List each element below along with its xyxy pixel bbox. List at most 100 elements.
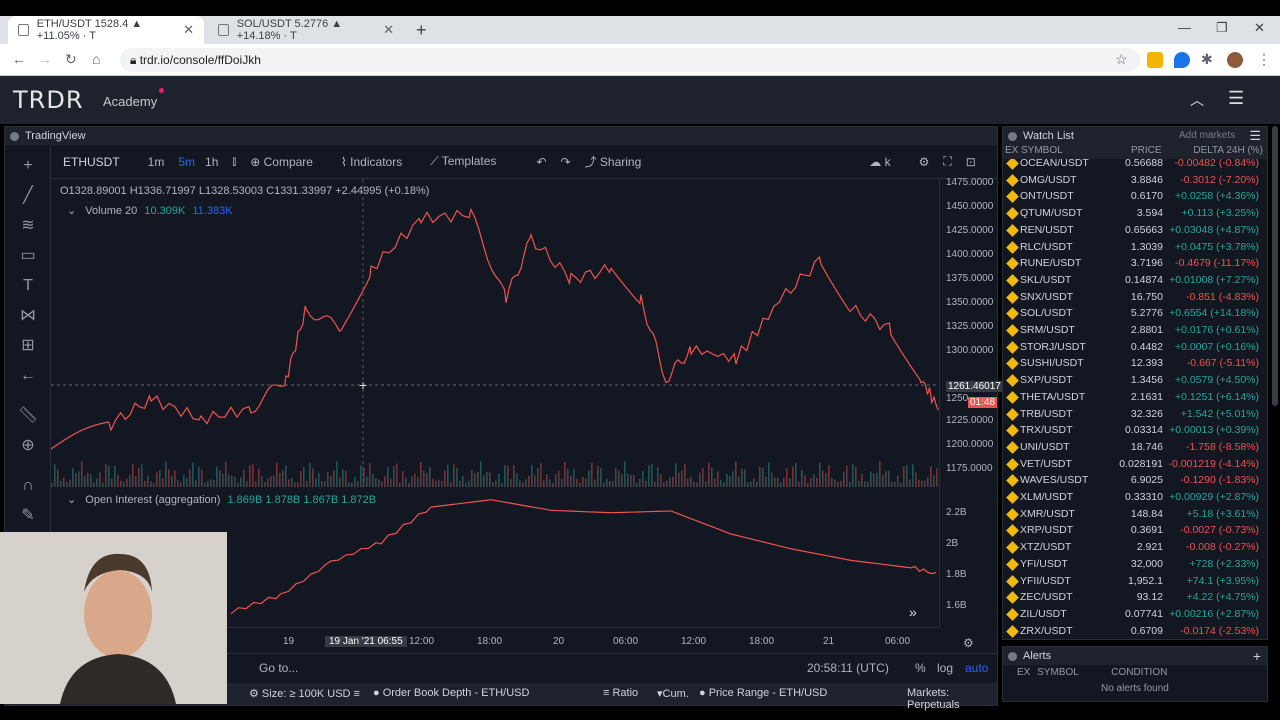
watchlist-scrollbar[interactable] xyxy=(1272,126,1278,406)
browser-tab-sol[interactable]: SOL/USDT 5.2776 ▲ +14.18% · T ✕ xyxy=(208,16,404,44)
auto-toggle[interactable]: auto xyxy=(965,661,989,675)
interval-1h[interactable]: 1h xyxy=(205,154,219,169)
hamburger-menu-icon[interactable]: ☰ xyxy=(1228,88,1245,108)
oi-chart[interactable]: » xyxy=(51,487,939,627)
cum-toggle[interactable]: ▾Cum. xyxy=(657,688,689,700)
new-tab-icon[interactable]: + xyxy=(416,20,427,40)
close-icon[interactable]: ✕ xyxy=(183,22,194,37)
table-row[interactable]: YFI/USDT 32,000 +728 (+2.33%) xyxy=(1003,556,1267,573)
bookmark-star-icon[interactable]: ☆ xyxy=(1115,51,1128,67)
maximize-icon[interactable]: ❐ xyxy=(1216,20,1228,35)
ratio-toggle[interactable]: ≡ Ratio xyxy=(603,687,639,699)
close-icon[interactable]: ✕ xyxy=(383,22,394,37)
lock-draw-icon[interactable]: ✎ xyxy=(21,507,35,524)
table-row[interactable]: XLM/USDT 0.33310 +0.00929 (+2.87%) xyxy=(1003,489,1267,506)
table-row[interactable]: ZEC/USDT 93.12 +4.22 (+4.75%) xyxy=(1003,589,1267,606)
indicators-button[interactable]: ⌇ Indicators xyxy=(340,154,403,169)
table-row[interactable]: SUSHI/USDT 12.393 -0.667 (-5.11%) xyxy=(1003,355,1267,372)
url-field[interactable]: 🔒︎ trdr.io/console/ffDoiJkh xyxy=(120,48,1140,72)
add-markets-input[interactable]: Add markets xyxy=(1179,130,1236,141)
measure-icon[interactable]: ⊞ xyxy=(21,337,35,354)
academy-link[interactable]: Academy xyxy=(103,94,158,109)
reload-icon[interactable]: ↻ xyxy=(65,51,77,67)
bar-style-icon[interactable]: ⫾ xyxy=(232,154,237,168)
collapse-chevron-icon[interactable]: ⌄ xyxy=(67,205,77,217)
percent-toggle[interactable]: % xyxy=(915,661,926,675)
orderbook-tab[interactable]: ● Order Book Depth - ETH/USD xyxy=(373,687,530,699)
puzzle-icon[interactable]: ✱ xyxy=(1201,51,1213,67)
collapse-chevron-icon[interactable]: ⌄ xyxy=(67,494,77,506)
ruler-icon[interactable]: 📏︎ xyxy=(17,407,39,424)
crosshair-icon[interactable]: + xyxy=(23,157,33,174)
col-symbol[interactable]: SYMBOL xyxy=(1021,145,1063,156)
col-price[interactable]: PRICE xyxy=(1131,145,1162,156)
table-row[interactable]: STORJ/USDT 0.4482 +0.0007 (+0.16%) xyxy=(1003,339,1267,356)
avatar[interactable] xyxy=(1227,52,1243,68)
markets-label[interactable]: Markets: Perpetuals xyxy=(907,687,960,711)
rectangle-icon[interactable]: ▭ xyxy=(20,247,36,264)
log-toggle[interactable]: log xyxy=(937,661,954,675)
text-icon[interactable]: T xyxy=(23,277,33,294)
trendline-icon[interactable]: ╱ xyxy=(23,187,33,204)
table-row[interactable]: SKL/USDT 0.14874 +0.01008 (+7.27%) xyxy=(1003,272,1267,289)
table-row[interactable]: XTZ/USDT 2.921 -0.008 (-0.27%) xyxy=(1003,539,1267,556)
table-row[interactable]: YFII/USDT 1,952.1 +74.1 (+3.95%) xyxy=(1003,573,1267,590)
table-row[interactable]: VET/USDT 0.028191 -0.001219 (-4.14%) xyxy=(1003,456,1267,473)
table-row[interactable]: XMR/USDT 148.84 +5.18 (+3.61%) xyxy=(1003,506,1267,523)
trdr-logo[interactable]: TRDR xyxy=(13,86,84,114)
sharing-button[interactable]: ⤴ Sharing xyxy=(584,155,642,169)
interval-5m[interactable]: 5m xyxy=(178,154,196,169)
table-row[interactable]: ZRX/USDT 0.6709 -0.0174 (-2.53%) xyxy=(1003,623,1267,639)
kebab-menu-icon[interactable]: ⋮ xyxy=(1257,51,1271,67)
forward-icon[interactable]: → xyxy=(38,51,52,67)
table-row[interactable]: RUNE/USDT 3.7196 -0.4679 (-11.17%) xyxy=(1003,255,1267,272)
table-row[interactable]: OMG/USDT 3.8846 -0.3012 (-7.20%) xyxy=(1003,172,1267,189)
templates-button[interactable]: ⟋ Templates xyxy=(430,154,497,168)
add-alert-icon[interactable]: + xyxy=(1252,648,1261,664)
chevron-up-icon[interactable]: ︿ xyxy=(1190,92,1204,108)
browser-tab-eth[interactable]: ETH/USDT 1528.4 ▲ +11.05% · T ✕ xyxy=(8,16,204,44)
table-row[interactable]: ONT/USDT 0.6170 +0.0258 (+4.36%) xyxy=(1003,188,1267,205)
interval-1m[interactable]: 1m xyxy=(147,154,165,169)
home-icon[interactable]: ⌂ xyxy=(92,51,101,67)
table-row[interactable]: RLC/USDT 1.3039 +0.0475 (+3.78%) xyxy=(1003,239,1267,256)
size-filter[interactable]: ⚙ Size: ≥ 100K USD ≡ xyxy=(249,688,360,700)
compare-button[interactable]: ⊕ Compare xyxy=(250,154,313,169)
settings-gear-icon[interactable]: ⚙ xyxy=(963,636,974,650)
table-row[interactable]: WAVES/USDT 6.9025 -0.1290 (-1.83%) xyxy=(1003,472,1267,489)
table-row[interactable]: REN/USDT 0.65663 +0.03048 (+4.87%) xyxy=(1003,222,1267,239)
oi-axis[interactable]: 2.2B 2B 1.8B 1.6B xyxy=(939,487,999,627)
table-row[interactable]: TRB/USDT 32.326 +1.542 (+5.01%) xyxy=(1003,406,1267,423)
arrow-left-icon[interactable]: ← xyxy=(20,367,36,384)
price-chart[interactable]: + xyxy=(51,179,939,487)
table-row[interactable]: SRM/USDT 2.8801 +0.0176 (+0.61%) xyxy=(1003,322,1267,339)
cloud-icon[interactable]: ☁︎ k xyxy=(869,154,891,169)
pattern-icon[interactable]: ⋈ xyxy=(20,307,36,324)
minimize-icon[interactable]: — xyxy=(1178,20,1191,35)
redo-icon[interactable]: ↷ xyxy=(560,154,571,169)
undo-icon[interactable]: ↶ xyxy=(536,154,547,169)
back-icon[interactable]: ← xyxy=(12,51,26,67)
extension-icon[interactable] xyxy=(1147,52,1163,68)
settings-gear-icon[interactable]: ⚙ xyxy=(918,154,930,169)
table-row[interactable]: ZIL/USDT 0.07741 +0.00216 (+2.87%) xyxy=(1003,606,1267,623)
table-row[interactable]: OCEAN/USDT 0.56688 -0.00482 (-0.84%) xyxy=(1003,159,1267,172)
fullscreen-icon[interactable]: ⛶ xyxy=(943,154,952,168)
table-row[interactable]: QTUM/USDT 3.594 +0.113 (+3.25%) xyxy=(1003,205,1267,222)
table-row[interactable]: SXP/USDT 1.3456 +0.0579 (+4.50%) xyxy=(1003,372,1267,389)
symbol-search[interactable]: ETHUSDT xyxy=(63,154,120,169)
magnet-icon[interactable]: ∩ xyxy=(22,477,34,494)
goto-button[interactable]: Go to... xyxy=(259,661,299,675)
fib-icon[interactable]: ≋ xyxy=(21,217,35,234)
table-row[interactable]: SOL/USDT 5.2776 +0.6554 (+14.18%) xyxy=(1003,305,1267,322)
camera-icon[interactable]: ⊡ xyxy=(965,154,976,169)
col-delta[interactable]: DELTA 24H (%) xyxy=(1193,145,1263,156)
table-row[interactable]: UNI/USDT 18.746 -1.758 (-8.58%) xyxy=(1003,439,1267,456)
table-row[interactable]: TRX/USDT 0.03314 +0.00013 (+0.39%) xyxy=(1003,422,1267,439)
table-row[interactable]: XRP/USDT 0.3691 -0.0027 (-0.73%) xyxy=(1003,522,1267,539)
table-row[interactable]: SNX/USDT 16.750 -0.851 (-4.83%) xyxy=(1003,289,1267,306)
utc-clock[interactable]: 20:58:11 (UTC) xyxy=(807,661,889,675)
price-range-tab[interactable]: ● Price Range - ETH/USD xyxy=(699,687,828,699)
time-axis[interactable]: 19 19 Jan '21 06:55 12:00 18:00 20 06:00… xyxy=(51,627,974,653)
price-axis[interactable]: 1475.0000 1450.0000 1425.0000 1400.0000 … xyxy=(939,177,1003,487)
